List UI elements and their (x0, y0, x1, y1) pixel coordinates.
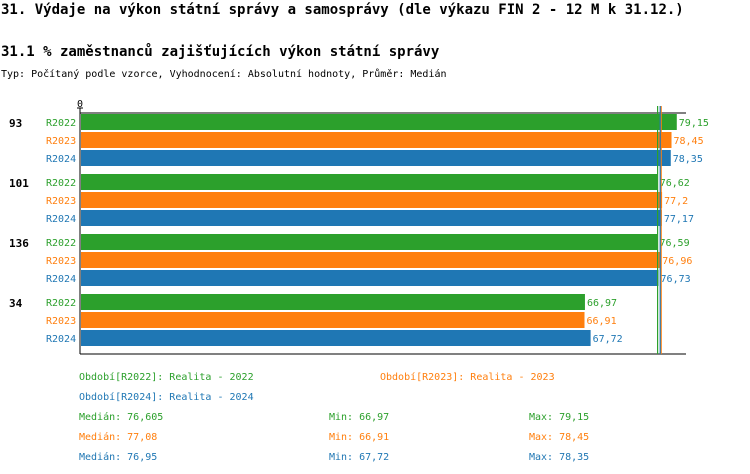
legend-max-r2024: Max: 78,35 (529, 452, 589, 463)
bar-value-label: 76,62 (660, 178, 690, 189)
legend-min-r2024: Min: 67,72 (329, 452, 389, 463)
bar-value-label: 78,45 (674, 136, 704, 147)
bar-value-label: 77,2 (664, 196, 688, 207)
bar-r2024 (81, 150, 671, 166)
bar-value-label: 77,17 (664, 214, 694, 225)
legend: Období[R2022]: Realita - 2022 Období[R202… (79, 371, 589, 463)
chart-title: 31. Výdaje na výkon státní správy a samo… (1, 2, 684, 18)
bar-r2023 (81, 312, 585, 328)
series-label-r2022: R2022 (46, 178, 76, 189)
bar-value-label: 66,91 (587, 316, 617, 327)
series-label-r2024: R2024 (46, 274, 76, 285)
bar-r2023 (81, 252, 661, 268)
bar-r2022 (81, 114, 677, 130)
category-label: 136 (9, 237, 29, 250)
bar-r2024 (81, 270, 659, 286)
plot-area: 93 R2022 79,15 R2023 78,45 R2024 78,35 101 R2022… (9, 106, 709, 355)
series-label-r2024: R2024 (46, 214, 76, 225)
bar-value-label: 66,97 (587, 298, 617, 309)
legend-min-r2022: Min: 66,97 (329, 412, 389, 423)
legend-max-r2022: Max: 79,15 (529, 412, 589, 423)
bar-r2024 (81, 330, 591, 346)
series-label-r2022: R2022 (46, 118, 76, 129)
legend-period-r2022: Období[R2022]: Realita - 2022 (79, 371, 254, 383)
bar-value-label: 76,73 (661, 274, 691, 285)
series-label-r2023: R2023 (46, 136, 76, 147)
bar-r2023 (81, 132, 672, 148)
bar-r2022 (81, 294, 585, 310)
bar-value-label: 79,15 (679, 118, 709, 129)
series-label-r2024: R2024 (46, 154, 76, 165)
legend-period-r2023: Období[R2023]: Realita - 2023 (380, 371, 555, 383)
bar-r2022 (81, 234, 658, 250)
bar-value-label: 76,96 (662, 256, 692, 267)
legend-median-r2024: Medián: 76,95 (79, 451, 157, 463)
series-label-r2023: R2023 (46, 256, 76, 267)
series-label-r2023: R2023 (46, 316, 76, 327)
legend-period-r2024: Období[R2024]: Realita - 2024 (79, 391, 254, 403)
series-label-r2023: R2023 (46, 196, 76, 207)
series-label-r2024: R2024 (46, 334, 76, 345)
category-label: 93 (9, 117, 22, 130)
legend-median-r2023: Medián: 77,08 (79, 431, 157, 443)
bar-r2022 (81, 174, 658, 190)
chart-type-line: Typ: Počítaný podle vzorce, Vyhodnocení:… (1, 68, 447, 80)
bar-value-label: 67,72 (593, 334, 623, 345)
bar-r2024 (81, 210, 662, 226)
series-label-r2022: R2022 (46, 238, 76, 249)
legend-max-r2023: Max: 78,45 (529, 432, 589, 443)
bar-value-label: 76,59 (659, 238, 689, 249)
category-label: 101 (9, 177, 29, 190)
axis-zero-label: 0 (77, 99, 83, 110)
series-label-r2022: R2022 (46, 298, 76, 309)
category-label: 34 (9, 297, 23, 310)
legend-median-r2022: Medián: 76,605 (79, 411, 163, 423)
chart-subtitle: 31.1 % zaměstnanců zajišťujících výkon s… (1, 43, 440, 60)
bar-r2023 (81, 192, 663, 208)
legend-min-r2023: Min: 66,91 (329, 432, 389, 443)
bar-value-label: 78,35 (673, 154, 703, 165)
